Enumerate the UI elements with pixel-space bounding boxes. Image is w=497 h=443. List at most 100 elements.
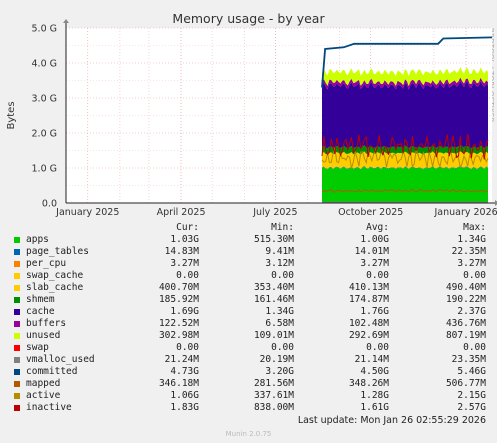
legend-max: 2.57G bbox=[457, 402, 486, 413]
legend-row-committed: committed 4.73G 3.20G 4.50G 5.46G bbox=[0, 366, 497, 378]
x-tick-label: January 2026 bbox=[433, 207, 497, 218]
legend-min: 337.61M bbox=[253, 390, 294, 401]
legend-avg: 21.14M bbox=[354, 354, 389, 365]
line-active bbox=[321, 148, 489, 170]
legend-row-mapped: mapped 346.18M 281.56M 348.26M 506.77M bbox=[0, 378, 497, 390]
legend-swatch bbox=[14, 333, 20, 339]
legend-avg: 348.26M bbox=[348, 378, 389, 389]
legend-cur: 1.03G bbox=[170, 234, 199, 245]
legend-min: 6.58M bbox=[265, 318, 294, 329]
legend-avg: 1.61G bbox=[360, 402, 389, 413]
chart-title: Memory usage - by year bbox=[172, 11, 325, 26]
legend-cur: 122.52M bbox=[158, 318, 199, 329]
legend-row-per_cpu: per_cpu 3.27M 3.12M 3.27M 3.27M bbox=[0, 258, 497, 270]
legend-label: page_tables bbox=[26, 246, 89, 257]
legend-label: swap_cache bbox=[26, 270, 84, 281]
legend-swatch bbox=[14, 285, 20, 291]
legend-avg: 102.48M bbox=[348, 318, 389, 329]
legend-row-buffers: buffers 122.52M 6.58M 102.48M 436.76M bbox=[0, 318, 497, 330]
legend-max: 3.27M bbox=[457, 258, 486, 269]
area-per_cpu bbox=[322, 165, 488, 170]
legend-min: 0.00 bbox=[271, 270, 294, 281]
legend-max: 23.35M bbox=[451, 354, 486, 365]
y-tick-label: 2.0 G bbox=[32, 129, 58, 140]
legend-swatch bbox=[14, 381, 20, 387]
legend-cur: 302.98M bbox=[158, 330, 199, 341]
legend-min: 161.46M bbox=[253, 294, 294, 305]
legend-cur: 185.92M bbox=[158, 294, 199, 305]
legend-label: cache bbox=[26, 306, 55, 317]
line-committed bbox=[321, 36, 493, 88]
legend-swatch bbox=[14, 237, 20, 243]
legend-row-apps: apps 1.03G 515.30M 1.00G 1.34G bbox=[0, 234, 497, 246]
legend-cur: 14.83M bbox=[164, 246, 199, 257]
legend-row-vmalloc_used: vmalloc_used 21.24M 20.19M 21.14M 23.35M bbox=[0, 354, 497, 366]
line-inactive bbox=[321, 133, 489, 160]
area-apps bbox=[322, 166, 488, 203]
legend-header-avg: Avg: bbox=[366, 222, 389, 233]
legend-cur: 346.18M bbox=[158, 378, 199, 389]
legend-header: Cur: Min: Avg: Max: bbox=[0, 222, 497, 234]
legend-header-min: Min: bbox=[271, 222, 294, 233]
legend-max: 2.15G bbox=[457, 390, 486, 401]
legend-cur: 1.69G bbox=[170, 306, 199, 317]
legend-label: slab_cache bbox=[26, 282, 84, 293]
legend-row-cache: cache 1.69G 1.34G 1.76G 2.37G bbox=[0, 306, 497, 318]
legend-avg: 1.76G bbox=[360, 306, 389, 317]
legend-cur: 0.00 bbox=[176, 342, 199, 353]
x-tick-label: July 2025 bbox=[252, 207, 297, 218]
legend-max: 22.35M bbox=[451, 246, 486, 257]
area-page_tables bbox=[322, 165, 488, 170]
legend-swatch bbox=[14, 405, 20, 411]
legend-label: active bbox=[26, 390, 61, 401]
legend-max: 506.77M bbox=[445, 378, 486, 389]
legend-avg: 0.00 bbox=[366, 270, 389, 281]
legend-max: 2.37G bbox=[457, 306, 486, 317]
legend-min: 838.00M bbox=[253, 402, 294, 413]
legend-cur: 1.06G bbox=[170, 390, 199, 401]
legend-swatch bbox=[14, 309, 20, 315]
y-tick-label: 5.0 G bbox=[32, 24, 58, 35]
legend-avg: 1.28G bbox=[360, 390, 389, 401]
legend-label: mapped bbox=[26, 378, 61, 389]
legend-max: 0.00 bbox=[463, 342, 486, 353]
area-cache bbox=[322, 80, 488, 149]
y-tick-label: 4.0 G bbox=[32, 59, 58, 70]
legend-row-unused: unused 302.98M 109.01M 292.69M 807.19M bbox=[0, 330, 497, 342]
legend-cur: 21.24M bbox=[164, 354, 199, 365]
legend-swatch bbox=[14, 297, 20, 303]
legend-label: swap bbox=[26, 342, 49, 353]
legend-max: 0.00 bbox=[463, 270, 486, 281]
y-tick-label: 1.0 G bbox=[32, 164, 58, 175]
legend-min: 109.01M bbox=[253, 330, 294, 341]
legend-avg: 3.27M bbox=[360, 258, 389, 269]
area-shmem bbox=[322, 145, 488, 155]
legend-header-max: Max: bbox=[463, 222, 486, 233]
legend-row-swap_cache: swap_cache 0.00 0.00 0.00 0.00 bbox=[0, 270, 497, 282]
legend-avg: 174.87M bbox=[348, 294, 389, 305]
legend-row-swap: swap 0.00 0.00 0.00 0.00 bbox=[0, 342, 497, 354]
legend-min: 20.19M bbox=[259, 354, 294, 365]
munin-version: Munin 2.0.75 bbox=[225, 430, 272, 438]
legend-row-shmem: shmem 185.92M 161.46M 174.87M 190.22M bbox=[0, 294, 497, 306]
legend-swatch bbox=[14, 357, 20, 363]
legend-label: unused bbox=[26, 330, 61, 341]
line-mapped bbox=[321, 188, 489, 193]
legend-min: 9.41M bbox=[265, 246, 294, 257]
legend-label: committed bbox=[26, 366, 78, 377]
legend-avg: 410.13M bbox=[348, 282, 389, 293]
legend-max: 1.34G bbox=[457, 234, 486, 245]
legend-row-active: active 1.06G 337.61M 1.28G 2.15G bbox=[0, 390, 497, 402]
legend-label: apps bbox=[26, 234, 49, 245]
legend-min: 515.30M bbox=[253, 234, 294, 245]
legend-row-inactive: inactive 1.83G 838.00M 1.61G 2.57G bbox=[0, 402, 497, 414]
legend-label: vmalloc_used bbox=[26, 354, 95, 365]
legend-row-slab_cache: slab_cache 400.70M 353.40M 410.13M 490.40M bbox=[0, 282, 497, 294]
legend-swatch bbox=[14, 345, 20, 351]
legend-max: 807.19M bbox=[445, 330, 486, 341]
x-tick-label: April 2025 bbox=[157, 207, 206, 218]
legend-min: 3.12M bbox=[265, 258, 294, 269]
legend-label: inactive bbox=[26, 402, 72, 413]
legend-swatch bbox=[14, 321, 20, 327]
